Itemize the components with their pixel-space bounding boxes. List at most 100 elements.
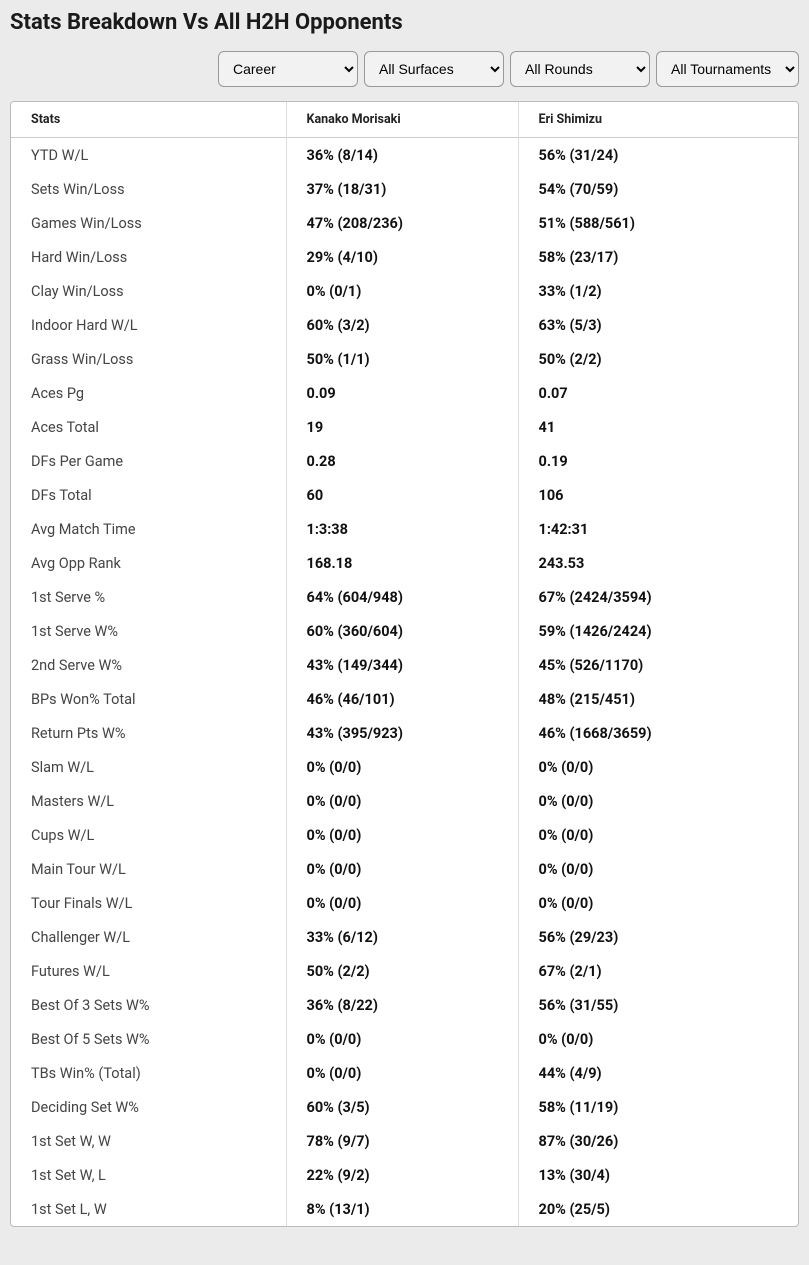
stat-label: Return Pts W% [11, 716, 286, 750]
table-row: Cups W/L0% (0/0)0% (0/0) [11, 818, 798, 852]
stat-value-player1: 0% (0/1) [286, 274, 518, 308]
stat-value-player1: 0% (0/0) [286, 818, 518, 852]
stat-label: YTD W/L [11, 138, 286, 173]
stat-value-player2: 106 [518, 478, 798, 512]
stat-value-player2: 45% (526/1170) [518, 648, 798, 682]
stat-value-player1: 33% (6/12) [286, 920, 518, 954]
stat-value-player2: 13% (30/4) [518, 1158, 798, 1192]
stat-value-player1: 50% (2/2) [286, 954, 518, 988]
stat-value-player1: 50% (1/1) [286, 342, 518, 376]
stat-label: 1st Serve % [11, 580, 286, 614]
table-row: Best Of 5 Sets W%0% (0/0)0% (0/0) [11, 1022, 798, 1056]
stats-table-container: Stats Kanako Morisaki Eri Shimizu YTD W/… [10, 101, 799, 1227]
table-row: DFs Per Game0.280.19 [11, 444, 798, 478]
header-player2: Eri Shimizu [518, 102, 798, 138]
table-row: Sets Win/Loss37% (18/31)54% (70/59) [11, 172, 798, 206]
stat-value-player2: 56% (31/55) [518, 988, 798, 1022]
table-row: DFs Total60106 [11, 478, 798, 512]
stat-value-player1: 0% (0/0) [286, 1056, 518, 1090]
stat-value-player2: 0.07 [518, 376, 798, 410]
table-row: Games Win/Loss47% (208/236)51% (588/561) [11, 206, 798, 240]
stat-value-player2: 87% (30/26) [518, 1124, 798, 1158]
stat-value-player1: 0.28 [286, 444, 518, 478]
stat-value-player2: 44% (4/9) [518, 1056, 798, 1090]
stat-value-player2: 46% (1668/3659) [518, 716, 798, 750]
stat-value-player1: 29% (4/10) [286, 240, 518, 274]
stat-value-player2: 0% (0/0) [518, 886, 798, 920]
stat-value-player2: 67% (2/1) [518, 954, 798, 988]
table-row: Aces Pg0.090.07 [11, 376, 798, 410]
round-select[interactable]: All Rounds [510, 51, 650, 87]
table-row: 1st Serve W%60% (360/604)59% (1426/2424) [11, 614, 798, 648]
stat-label: Main Tour W/L [11, 852, 286, 886]
stat-label: Avg Match Time [11, 512, 286, 546]
table-row: 2nd Serve W%43% (149/344)45% (526/1170) [11, 648, 798, 682]
stat-label: 2nd Serve W% [11, 648, 286, 682]
stat-label: Futures W/L [11, 954, 286, 988]
stat-label: Slam W/L [11, 750, 286, 784]
stat-label: 1st Serve W% [11, 614, 286, 648]
stat-value-player1: 36% (8/22) [286, 988, 518, 1022]
stat-value-player2: 0% (0/0) [518, 1022, 798, 1056]
stat-value-player2: 51% (588/561) [518, 206, 798, 240]
table-row: 1st Set W, L22% (9/2)13% (30/4) [11, 1158, 798, 1192]
table-row: Main Tour W/L0% (0/0)0% (0/0) [11, 852, 798, 886]
stat-label: Best Of 3 Sets W% [11, 988, 286, 1022]
stat-value-player1: 64% (604/948) [286, 580, 518, 614]
stat-value-player2: 0.19 [518, 444, 798, 478]
table-header-row: Stats Kanako Morisaki Eri Shimizu [11, 102, 798, 138]
table-row: Grass Win/Loss50% (1/1)50% (2/2) [11, 342, 798, 376]
table-row: Challenger W/L33% (6/12)56% (29/23) [11, 920, 798, 954]
header-stats: Stats [11, 102, 286, 138]
table-row: Avg Opp Rank168.18243.53 [11, 546, 798, 580]
stat-value-player1: 8% (13/1) [286, 1192, 518, 1226]
stats-table: Stats Kanako Morisaki Eri Shimizu YTD W/… [11, 102, 798, 1226]
stat-label: Tour Finals W/L [11, 886, 286, 920]
header-player1: Kanako Morisaki [286, 102, 518, 138]
stat-value-player2: 58% (23/17) [518, 240, 798, 274]
table-row: Avg Match Time1:3:381:42:31 [11, 512, 798, 546]
stat-label: DFs Per Game [11, 444, 286, 478]
stat-value-player1: 19 [286, 410, 518, 444]
table-row: 1st Serve %64% (604/948)67% (2424/3594) [11, 580, 798, 614]
stat-label: Best Of 5 Sets W% [11, 1022, 286, 1056]
stat-label: Aces Total [11, 410, 286, 444]
stat-value-player2: 54% (70/59) [518, 172, 798, 206]
table-row: Best Of 3 Sets W%36% (8/22)56% (31/55) [11, 988, 798, 1022]
stat-value-player2: 243.53 [518, 546, 798, 580]
stat-label: Clay Win/Loss [11, 274, 286, 308]
stat-label: 1st Set L, W [11, 1192, 286, 1226]
stat-label: 1st Set W, W [11, 1124, 286, 1158]
stat-label: Deciding Set W% [11, 1090, 286, 1124]
stat-value-player1: 22% (9/2) [286, 1158, 518, 1192]
stat-label: TBs Win% (Total) [11, 1056, 286, 1090]
table-row: TBs Win% (Total)0% (0/0)44% (4/9) [11, 1056, 798, 1090]
stat-label: Aces Pg [11, 376, 286, 410]
stat-value-player1: 60% (3/2) [286, 308, 518, 342]
table-row: Hard Win/Loss29% (4/10)58% (23/17) [11, 240, 798, 274]
stat-label: Cups W/L [11, 818, 286, 852]
table-row: Deciding Set W%60% (3/5)58% (11/19) [11, 1090, 798, 1124]
table-row: 1st Set W, W78% (9/7)87% (30/26) [11, 1124, 798, 1158]
stat-value-player1: 0% (0/0) [286, 784, 518, 818]
table-row: Return Pts W%43% (395/923)46% (1668/3659… [11, 716, 798, 750]
tournament-select[interactable]: All Tournaments [656, 51, 799, 87]
stat-value-player2: 56% (29/23) [518, 920, 798, 954]
stat-label: Challenger W/L [11, 920, 286, 954]
stat-label: Hard Win/Loss [11, 240, 286, 274]
filters-row: Career All Surfaces All Rounds All Tourn… [10, 51, 799, 87]
stat-value-player1: 37% (18/31) [286, 172, 518, 206]
table-row: 1st Set L, W8% (13/1)20% (25/5) [11, 1192, 798, 1226]
stat-value-player1: 43% (395/923) [286, 716, 518, 750]
stat-value-player2: 0% (0/0) [518, 750, 798, 784]
table-row: Masters W/L0% (0/0)0% (0/0) [11, 784, 798, 818]
table-row: Indoor Hard W/L60% (3/2)63% (5/3) [11, 308, 798, 342]
surface-select[interactable]: All Surfaces [364, 51, 504, 87]
stat-value-player1: 60% (3/5) [286, 1090, 518, 1124]
stat-value-player2: 20% (25/5) [518, 1192, 798, 1226]
stat-label: Indoor Hard W/L [11, 308, 286, 342]
period-select[interactable]: Career [218, 51, 358, 87]
stat-value-player1: 47% (208/236) [286, 206, 518, 240]
stat-label: Games Win/Loss [11, 206, 286, 240]
stat-label: 1st Set W, L [11, 1158, 286, 1192]
